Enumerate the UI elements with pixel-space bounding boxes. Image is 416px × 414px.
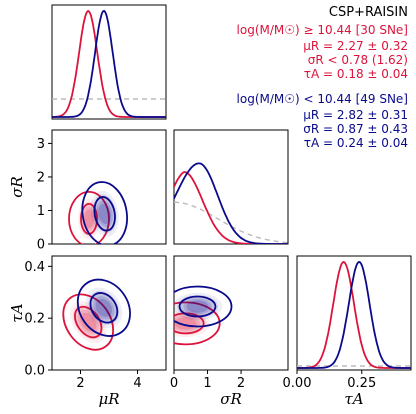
panel-sigma-tau <box>173 255 289 371</box>
series-high-mass-sigma-tau-shade-1 <box>174 311 207 335</box>
series-low-mass-tau-curve <box>297 261 411 369</box>
mu-sigma-contours <box>68 181 128 244</box>
series-low-mass-mu-tau-contour-95 <box>76 278 131 337</box>
legend-high-mass-tau: τA = 0.18 ± 0.04 <box>304 67 408 81</box>
ytick-sigma-2-label: 2 <box>37 170 45 185</box>
ytick-tau-0.0-label: 0.0 <box>24 364 45 379</box>
series-low-mass-sigma-tau-contour-95 <box>174 285 233 328</box>
series-high-mass-sigma-curve <box>174 171 288 244</box>
ytick-sigma-3-label: 3 <box>37 137 45 152</box>
series-low-mass-mu-tau-shade-3 <box>93 296 115 320</box>
legend-low-mass-sigma: σR = 0.87 ± 0.43 <box>303 122 408 136</box>
xtick-sigma-0-label: 0 <box>170 376 178 391</box>
series-low-mass-sigma-tau-shade-1 <box>176 294 219 319</box>
series-low-mass-mu-tau-shade-4 <box>95 298 113 317</box>
mu-tau-contours <box>62 278 131 351</box>
mu-hist-curves <box>52 9 166 118</box>
series-high-mass-mu-sigma-shade-3 <box>82 207 96 231</box>
series-low-mass-mu-sigma-shade-1 <box>92 194 117 234</box>
xlabel-tau-a: τA <box>344 390 363 408</box>
series-low-mass-sigma-curve <box>174 162 288 244</box>
ylabel-sigma-r: σR <box>8 176 26 198</box>
xtick-tau-0.00-label: 0.00 <box>283 376 312 391</box>
series-high-mass-sigma-tau-shade-2 <box>174 313 204 334</box>
legend-high-mass-sigma: σR < 0.78 (1.62) <box>308 53 408 67</box>
sigma-tau-contours <box>174 285 233 346</box>
xtick-mu-4-label: 4 <box>133 376 141 391</box>
ytick-sigma-1-label: 1 <box>37 204 45 219</box>
panel-sigma-hist <box>173 129 289 245</box>
series-low-mass-mu-curve <box>52 10 166 118</box>
series-low-mass-mu-tau-contour-68 <box>89 292 119 324</box>
legend-low-mass-header: log(M/M☉) < 10.44 [49 SNe] <box>237 92 408 106</box>
series-low-mass-mu-sigma-shade-2 <box>94 196 115 231</box>
xtick-sigma-2-label: 2 <box>237 376 245 391</box>
series-high-mass-mu-tau-shade-3 <box>77 310 99 335</box>
series-low-mass-mu-sigma-shade-3 <box>96 200 113 228</box>
series-low-mass-sigma-tau-shade-2 <box>179 296 216 317</box>
series-low-mass-mu-sigma-contour-68 <box>93 196 116 232</box>
xtick-sigma-1-label: 1 <box>203 376 211 391</box>
series-low-mass-sigma-tau-shade-3 <box>183 298 212 315</box>
series-high-mass-mu-sigma-contour-95 <box>68 191 110 244</box>
sigma-hist-curves <box>174 162 288 244</box>
legend-low-mass: log(M/M☉) < 10.44 [49 SNe] μR = 2.82 ± 0… <box>237 92 408 150</box>
legend-title: CSP+RAISIN <box>329 5 408 20</box>
prior-sigma-curve <box>174 201 288 244</box>
series-high-mass-sigma-tau-shade-3 <box>174 315 200 332</box>
panel-mu-tau <box>51 255 167 371</box>
legend-high-mass-header: log(M/M☉) ≥ 10.44 [30 SNe] <box>237 23 408 37</box>
panel-mu-sigma <box>51 129 167 245</box>
xtick-tau-0.25-label: 0.25 <box>347 376 376 391</box>
panel-mu-hist <box>51 4 167 120</box>
series-high-mass-mu-tau-shade-4 <box>80 312 97 332</box>
ytick-tau-0.2-label: 0.2 <box>24 312 45 327</box>
series-low-mass-sigma-tau-contour-68 <box>178 295 217 318</box>
xtick-mu-2-label: 2 <box>76 376 84 391</box>
legend-low-mass-tau: τA = 0.24 ± 0.04 <box>304 136 408 150</box>
panel-tau-hist <box>296 255 412 371</box>
legend-low-mass-mu: μR = 2.82 ± 0.31 <box>303 108 408 122</box>
chart-marks <box>52 9 411 369</box>
ylabel-tau-a: τA <box>8 303 26 322</box>
xlabel-sigma-r: σR <box>220 390 242 408</box>
legend-high-mass: log(M/M☉) ≥ 10.44 [30 SNe] μR = 2.27 ± 0… <box>237 23 408 81</box>
series-low-mass-mu-tau-shade-0 <box>85 287 123 329</box>
tau-hist-curves <box>297 261 411 369</box>
xlabel-mu-r: μR <box>98 390 119 408</box>
ytick-sigma-0-label: 0 <box>37 238 45 253</box>
series-high-mass-sigma-tau-contour-95 <box>174 301 221 346</box>
series-low-mass-mu-sigma-shade-4 <box>98 203 111 224</box>
legend-high-mass-mu: μR = 2.27 ± 0.32 <box>303 39 408 53</box>
series-low-mass-mu-sigma-contour-95 <box>81 181 128 244</box>
tick-layer: 2 4 0 1 2 0.00 0.25 0 1 2 3 0.0 0.2 0.4 <box>24 137 376 391</box>
series-high-mass-mu-sigma-shade-4 <box>84 209 94 228</box>
series-low-mass-sigma-tau-shade-4 <box>186 300 209 313</box>
series-low-mass-mu-tau-shade-2 <box>90 292 118 323</box>
series-high-mass-mu-tau-contour-95 <box>62 293 115 351</box>
ytick-tau-0.4-label: 0.4 <box>24 260 45 275</box>
